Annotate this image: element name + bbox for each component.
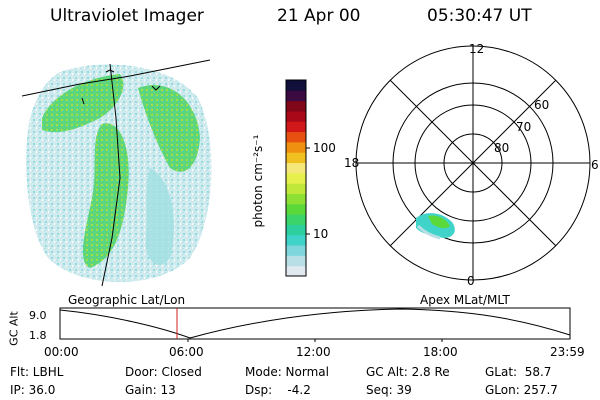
status-seq: Seq: 39 (366, 383, 412, 397)
status-ip: IP: 36.0 (10, 383, 56, 397)
polar-label-0: 0 (467, 274, 475, 288)
time-tick-0000: 00:00 (44, 345, 79, 359)
polar-label-12: 12 (469, 42, 485, 56)
status-glon: GLon: 257.7 (485, 383, 558, 397)
status-mode: Mode: Normal (245, 365, 329, 379)
auroral-image-svg (21, 59, 212, 287)
time-tick-0600: 06:00 (169, 345, 204, 359)
colorbar-cell (286, 90, 306, 102)
auroral-image (20, 58, 220, 290)
status-glat: GLat: 58.7 (485, 365, 552, 379)
colorbar: photon cm⁻²s⁻¹ 100 10 (251, 70, 336, 290)
colorbar-cell (286, 234, 306, 246)
colorbar-cell (286, 265, 306, 277)
colorbar-cell (286, 224, 306, 236)
colorbar-cell (286, 80, 306, 91)
colorbar-cell (286, 214, 306, 225)
colorbar-cell (286, 141, 306, 153)
colorbar-cell (286, 110, 306, 122)
colorbar-cell (286, 162, 306, 174)
colorbar-cell (286, 152, 306, 164)
alt-tick-9: 9.0 (29, 309, 47, 322)
status-flt: Flt: LBHL (10, 365, 64, 379)
time-tick-1200: 12:00 (296, 345, 331, 359)
colorbar-cell (286, 183, 306, 194)
status-gc-alt: GC Alt: 2.8 Re (366, 365, 450, 379)
altitude-curve (59, 307, 571, 342)
polar-label-80: 80 (494, 141, 510, 155)
colorbar-gradient (285, 79, 310, 277)
apex-label: Apex MLat/MLT (420, 293, 510, 307)
polar-label-60: 60 (534, 98, 550, 112)
polar-label-18: 18 (344, 156, 360, 170)
polar-aurora-patch (416, 213, 455, 240)
alt-tick-1-8: 1.8 (29, 329, 47, 342)
colorbar-cell (286, 203, 306, 215)
colorbar-tick-10: 10 (313, 227, 329, 241)
instrument-title: Ultraviolet Imager (50, 6, 204, 26)
polar-label-6: 6 (591, 158, 599, 172)
status-door: Door: Closed (125, 365, 202, 379)
time-tick-2359: 23:59 (550, 345, 585, 359)
colorbar-tick-100: 100 (313, 141, 336, 155)
geographic-label: Geographic Lat/Lon (68, 293, 186, 307)
status-dsp: Dsp: -4.2 (245, 383, 311, 397)
polar-plot: 12 6 0 18 60 70 80 (332, 40, 600, 300)
polar-grid (355, 45, 591, 281)
date-label: 21 Apr 00 (277, 6, 361, 26)
time-tick-1800: 18:00 (423, 345, 458, 359)
colorbar-cell (286, 172, 306, 184)
colorbar-cell (286, 193, 306, 205)
colorbar-cell (286, 121, 306, 133)
colorbar-cell (286, 245, 306, 256)
time-label: 05:30:47 UT (427, 6, 532, 26)
polar-label-70: 70 (516, 120, 532, 134)
colorbar-cell (286, 100, 306, 112)
status-gain: Gain: 13 (125, 383, 176, 397)
colorbar-cell (286, 255, 306, 267)
colorbar-cell (286, 131, 306, 143)
